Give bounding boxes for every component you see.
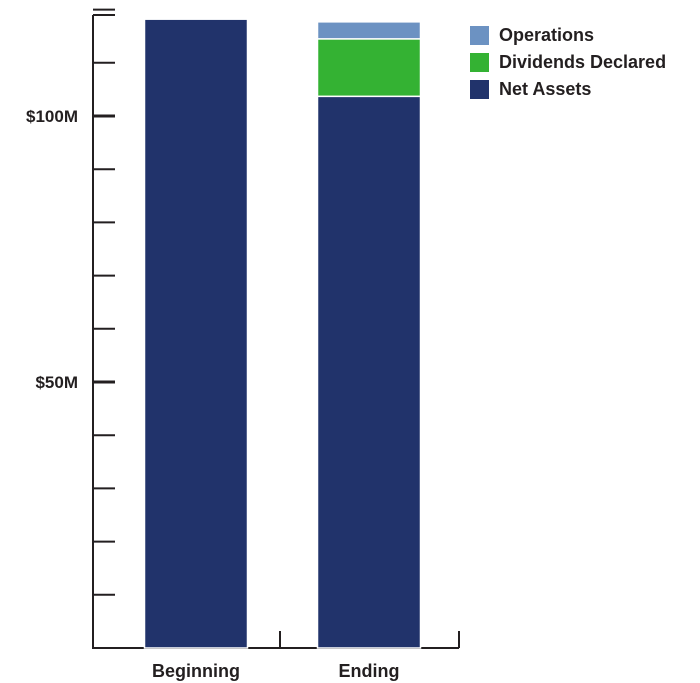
legend-swatch-operations [470,26,489,45]
y-tick-label: $50M [35,373,78,392]
legend-swatch-dividends-declared [470,53,489,72]
bar-operations [316,21,422,40]
bar-net-assets [316,95,422,649]
legend-item-net-assets: Net Assets [470,76,666,103]
x-category-label: Ending [339,661,400,681]
chart-legend: Operations Dividends Declared Net Assets [470,22,666,103]
legend-label: Dividends Declared [499,52,667,72]
legend-label: Net Assets [499,79,592,99]
bar-net-assets [143,18,249,649]
legend-item-dividends-declared: Dividends Declared [470,49,666,76]
legend-label: Operations [499,25,595,45]
legend-swatch-net-assets [470,80,489,99]
bar-dividends-declared [316,38,422,98]
y-tick-label: $100M [26,107,78,126]
x-category-label: Beginning [152,661,240,681]
legend-item-operations: Operations [470,22,666,49]
